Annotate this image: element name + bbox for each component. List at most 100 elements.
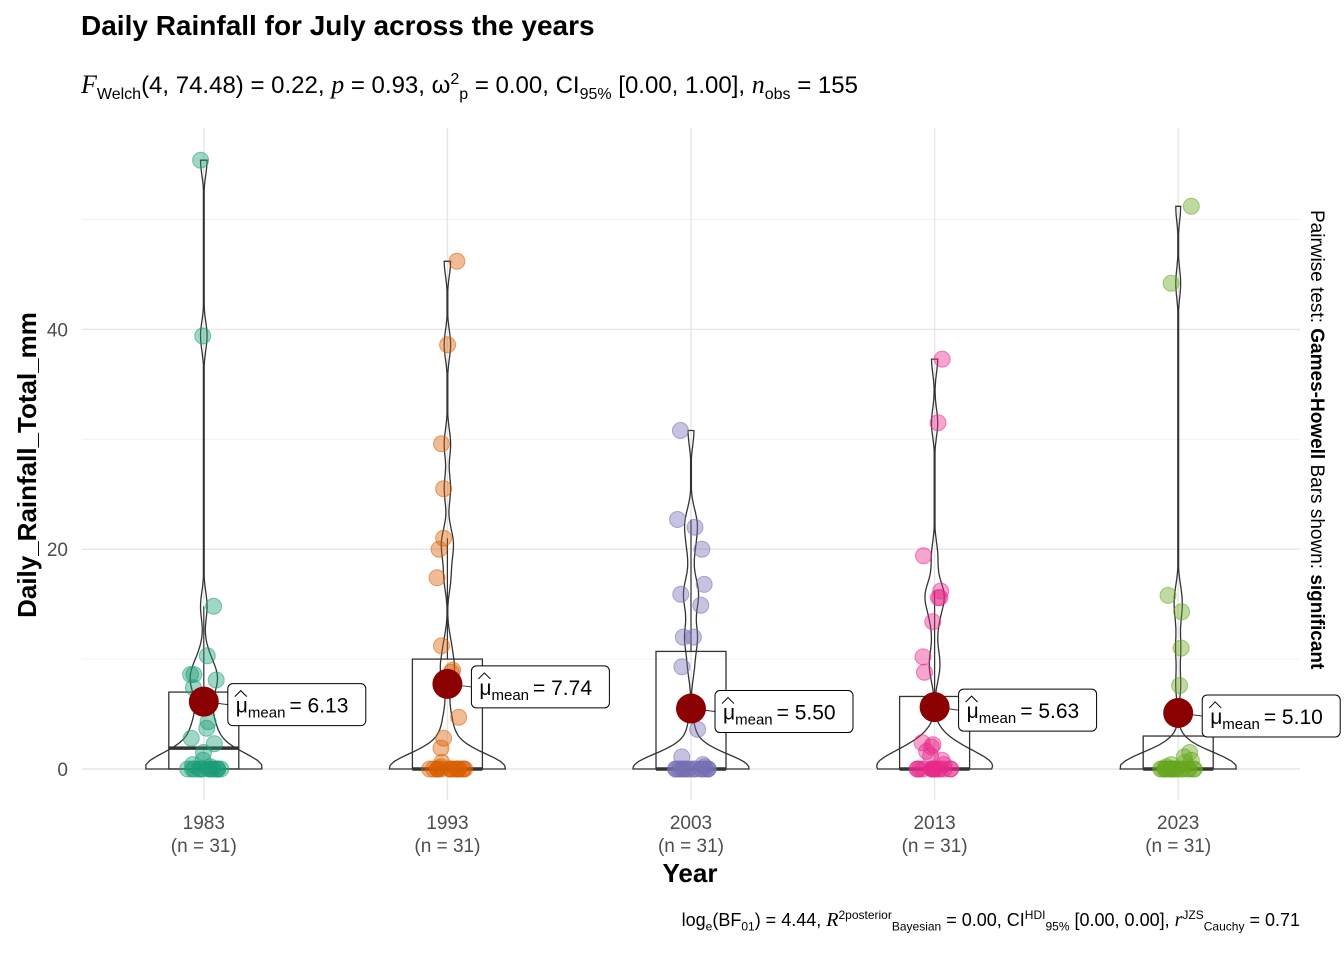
data-point-2003 [674, 760, 692, 778]
subtitle-effect-sub: p [459, 85, 469, 103]
data-point-1993 [433, 435, 450, 453]
subtitle-effect-label: ω [431, 72, 451, 99]
subtitle-df: (4, 74.48) [141, 72, 244, 99]
data-point-2023 [1162, 274, 1180, 292]
x-tick-label: 1993 [426, 813, 468, 834]
mean-label-hat-1993 [478, 672, 491, 680]
mean-label-symbol: μ [236, 695, 248, 718]
data-point-2003 [695, 575, 713, 593]
y-tick-label: 40 [47, 320, 68, 341]
mean-label-hat-1983 [234, 689, 248, 697]
caption-ci-sub: 95% [1045, 919, 1070, 934]
caption-r-label: r [1174, 909, 1183, 931]
data-point-2003 [692, 760, 710, 778]
data-point-1983 [192, 151, 210, 169]
data-point-1993 [433, 637, 450, 655]
x-tick-label: 1983 [183, 813, 225, 834]
data-point-2023 [1171, 677, 1189, 694]
mean-label-value: = 5.63 [1020, 700, 1079, 723]
mean-point-2003 [676, 693, 706, 724]
data-point-2023 [1159, 586, 1177, 604]
data-point-2003 [674, 628, 692, 646]
mean-label-subscript: mean [979, 710, 1017, 727]
mean-label-subscript: mean [1222, 716, 1260, 733]
subtitle-effect-value: = 0.00, [474, 72, 549, 99]
data-point-1983 [185, 666, 203, 683]
caption-r2-sub: Bayesian [891, 919, 942, 934]
data-point-2003 [693, 540, 711, 558]
violin-1983 [145, 159, 263, 770]
data-point-2023 [1173, 603, 1191, 621]
data-point-2003 [699, 760, 717, 778]
violin-layer [145, 159, 1237, 770]
data-point-2013 [915, 547, 932, 565]
x-tick-n-label: (n = 31) [902, 836, 968, 857]
data-point-2013 [913, 734, 931, 752]
data-point-2023 [1182, 197, 1200, 215]
data-point-2013 [924, 613, 942, 631]
data-point-2013 [916, 663, 933, 681]
data-point-2013 [929, 589, 947, 607]
caption-bf-label: log [681, 910, 706, 930]
y-tick-label: 20 [47, 540, 68, 561]
mean-label-hat-2013 [965, 695, 978, 703]
data-point-2013 [933, 350, 951, 368]
data-point-1993 [435, 729, 453, 747]
subtitle-n-value: = 155 [797, 72, 858, 99]
mean-label-box-2023 [1201, 694, 1341, 738]
data-point-2003 [692, 596, 710, 614]
mean-label-subscript: mean [248, 705, 286, 722]
subtitle-effect-sup: 2 [450, 71, 460, 88]
data-point-1993 [450, 708, 468, 726]
data-point-2003 [667, 760, 685, 778]
caption-ci-label: CI [1006, 910, 1025, 930]
data-point-2003 [689, 720, 707, 738]
subtitle-p-label: p [331, 70, 345, 99]
data-point-1983 [198, 719, 216, 737]
data-point-2013 [923, 760, 941, 778]
subtitle-stat-name: F [81, 70, 97, 99]
mean-label-box-2013 [958, 688, 1098, 732]
mean-label-box-1993 [470, 665, 610, 709]
mean-label-box-2003 [714, 690, 854, 734]
data-point-2013 [922, 747, 940, 765]
mean-label-2023: μmean = 5.10 [1210, 706, 1323, 733]
data-point-1983 [184, 760, 201, 778]
mean-label-2013: μmean = 5.63 [967, 700, 1080, 727]
data-point-1993 [430, 540, 448, 558]
data-point-1993 [435, 529, 453, 547]
data-point-2013 [929, 414, 947, 432]
data-point-1993 [448, 252, 466, 270]
data-point-2013 [932, 582, 950, 600]
mean-label-1983: μmean = 6.13 [236, 695, 349, 722]
violin-1993 [388, 260, 507, 770]
y-axis-title: Daily_Rainfall_Total_mm [12, 312, 42, 618]
chart-caption: loge(BF01) = 4.44, R2posteriorBayesian =… [682, 908, 1300, 934]
caption-bf-text: (BF [712, 910, 742, 930]
data-point-1983 [179, 760, 197, 778]
mean-label-hat-2023 [1208, 701, 1222, 709]
data-point-2003 [671, 422, 689, 439]
subtitle-ci-sub: 95% [579, 85, 612, 103]
data-point-1993 [443, 760, 461, 778]
data-point-1983 [207, 671, 225, 689]
x-tick-n-label: (n = 31) [171, 836, 237, 857]
data-point-1993 [456, 760, 474, 778]
mean-label-symbol: μ [967, 700, 979, 723]
caption-r2-sup: 2 [838, 908, 846, 922]
subtitle-n-sub: obs [764, 85, 791, 103]
mean-label-symbol: μ [1210, 706, 1222, 729]
x-tick-n-label: (n = 31) [1145, 836, 1211, 857]
data-point-2023 [1173, 760, 1191, 778]
subtitle-ci-value: [0.00, 1.00], [618, 72, 746, 99]
data-point-2003 [672, 585, 690, 603]
subtitle-effect: ω2p [432, 71, 469, 104]
x-tick-n-label: (n = 31) [414, 836, 480, 857]
mean-label-symbol: μ [723, 702, 735, 725]
caption-r2-value: = 0.00, [946, 910, 1002, 930]
data-point-1983 [194, 327, 212, 345]
mean-label-subscript: mean [735, 712, 773, 729]
